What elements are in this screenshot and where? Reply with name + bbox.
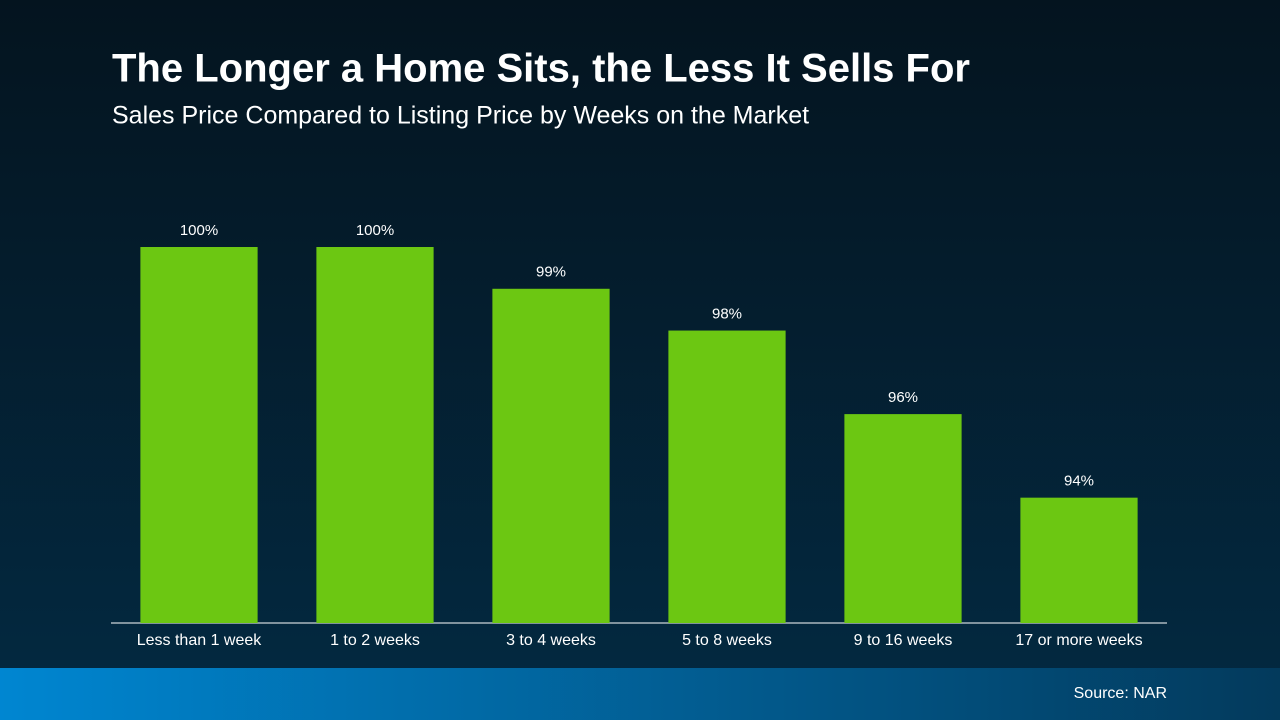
value-label: 100% bbox=[180, 222, 218, 239]
x-tick-label: 17 or more weeks bbox=[1015, 632, 1142, 649]
bar bbox=[492, 288, 610, 623]
bar bbox=[140, 247, 258, 623]
x-tick-label: 9 to 16 weeks bbox=[854, 632, 953, 649]
x-tick-label: Less than 1 week bbox=[137, 632, 263, 649]
footer-band bbox=[0, 668, 1280, 720]
value-label: 99% bbox=[536, 264, 566, 281]
bar bbox=[844, 414, 962, 623]
bar bbox=[668, 330, 786, 623]
x-tick-label: 5 to 8 weeks bbox=[682, 632, 772, 649]
x-tick-label: 3 to 4 weeks bbox=[506, 632, 596, 649]
source: Source: NAR bbox=[1074, 685, 1167, 702]
value-label: 96% bbox=[888, 389, 918, 406]
value-label: 100% bbox=[356, 222, 394, 239]
chart-subtitle: Sales Price Compared to Listing Price by… bbox=[112, 102, 809, 130]
bar bbox=[316, 247, 434, 623]
x-tick-label: 1 to 2 weeks bbox=[330, 632, 420, 649]
chart-title: The Longer a Home Sits, the Less It Sell… bbox=[112, 47, 970, 91]
value-label: 94% bbox=[1064, 473, 1094, 490]
bar bbox=[1020, 497, 1138, 623]
value-label: 98% bbox=[712, 306, 742, 323]
